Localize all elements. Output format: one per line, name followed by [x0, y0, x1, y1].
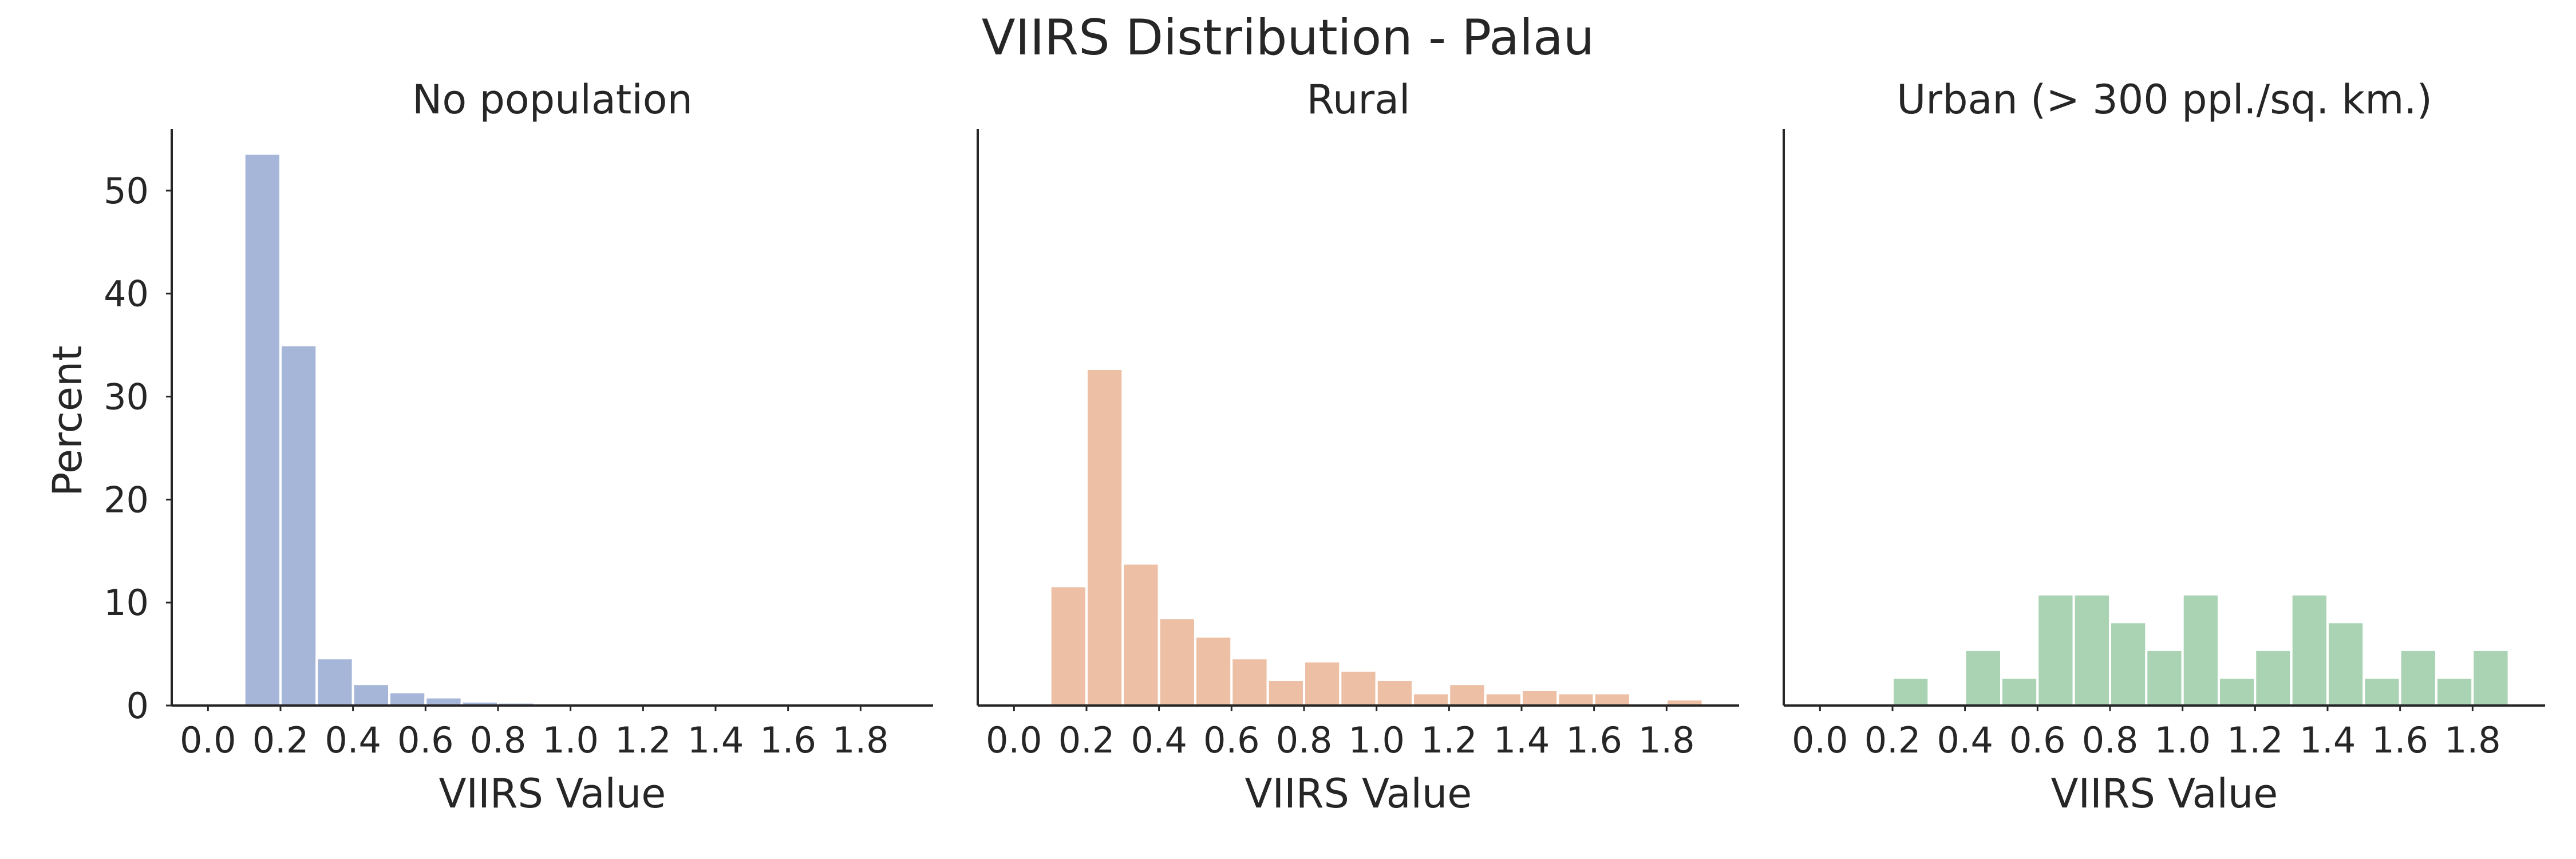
x-tick-label: 0.2 [1864, 719, 1921, 761]
histogram-bar-13 [1520, 689, 1559, 707]
x-tick-label: 1.4 [2300, 719, 2356, 761]
histogram-bar-16 [2435, 676, 2474, 707]
x-tick-label: 1.4 [688, 719, 744, 761]
histogram-bar-11 [1448, 683, 1487, 707]
y-axis-label: Percent [44, 345, 91, 496]
histogram-bar-9 [1375, 679, 1414, 707]
histogram-bar-15 [1593, 692, 1631, 707]
panel-rural: Rural 0.0 0.2 0.4 0.6 0.8 1.0 1.2 1.4 1.6 1.8 VII… [977, 76, 1739, 817]
histogram-bar-12 [1484, 692, 1523, 707]
histogram-bar-13 [2326, 621, 2365, 707]
histogram-bar-12 [2290, 593, 2329, 707]
x-axis-label: VIIRS Value [2051, 770, 2278, 817]
histogram-bar-5 [1230, 657, 1269, 707]
x-tick-label: 1.2 [2227, 719, 2283, 761]
y-tick-label: 0 [127, 685, 149, 727]
histogram-bar-8 [2145, 648, 2184, 707]
x-tick-label: 0.8 [1276, 719, 1333, 761]
histogram-bar-8 [1339, 669, 1378, 707]
x-tick-label: 1.6 [760, 719, 816, 761]
x-tick-label: 1.6 [2372, 719, 2428, 761]
x-tick-label: 0.4 [1131, 719, 1187, 761]
histogram-bar-5 [424, 696, 463, 707]
tick-group: 0.0 0.2 0.4 0.6 0.8 1.0 1.2 1.4 1.6 1.8 0 10 20 30 40 5… [104, 170, 889, 761]
x-tick-label: 0.4 [325, 719, 381, 761]
histogram-bar-1 [1891, 676, 1930, 707]
histogram-bar-1 [279, 344, 318, 707]
histogram-bar-6 [1266, 679, 1305, 707]
histogram-bar-2 [315, 657, 354, 707]
x-tick-label: 0.4 [1937, 719, 1993, 761]
bar-group [1049, 368, 1704, 707]
histogram-bar-10 [2218, 676, 2257, 707]
histogram-bar-0 [243, 152, 282, 707]
panel-title: Rural [1307, 76, 1411, 123]
x-tick-label: 1.0 [542, 719, 599, 761]
histogram-bar-10 [1412, 692, 1451, 707]
x-tick-label: 0.2 [252, 719, 309, 761]
bar-group [243, 152, 898, 707]
histogram-bar-17 [2471, 648, 2510, 707]
y-tick-label: 30 [104, 376, 149, 418]
histogram-bar-0 [1049, 585, 1088, 707]
x-tick-label: 1.4 [1494, 719, 1550, 761]
y-tick-label: 40 [104, 273, 149, 315]
y-tick-label: 50 [104, 170, 149, 212]
panel-title: No population [412, 76, 693, 123]
x-tick-label: 1.8 [2444, 719, 2501, 761]
histogram-bar-4 [1194, 635, 1233, 707]
x-tick-label: 1.0 [2154, 719, 2211, 761]
histogram-bar-14 [2362, 676, 2401, 707]
x-tick-label: 1.8 [1638, 719, 1695, 761]
histogram-bar-4 [2000, 676, 2039, 707]
histogram-bar-4 [388, 691, 427, 707]
x-tick-label: 0.0 [1792, 719, 1848, 761]
x-tick-label: 0.6 [397, 719, 454, 761]
panel-title: Urban (> 300 ppl./sq. km.) [1897, 76, 2432, 123]
x-tick-label: 0.2 [1058, 719, 1115, 761]
histogram-bar-11 [2254, 648, 2293, 707]
x-tick-label: 0.0 [180, 719, 236, 761]
histogram-bar-3 [1157, 617, 1196, 707]
x-axis-label: VIIRS Value [1245, 770, 1472, 817]
figure-title: VIIRS Distribution - Palau [982, 9, 1594, 66]
histogram-bar-2 [1121, 562, 1160, 707]
histogram-bar-9 [2181, 593, 2220, 707]
x-tick-label: 1.2 [615, 719, 671, 761]
x-tick-label: 0.8 [2082, 719, 2139, 761]
histogram-bar-7 [1303, 660, 1342, 707]
x-tick-label: 0.6 [1203, 719, 1260, 761]
x-tick-label: 0.6 [2009, 719, 2066, 761]
x-tick-label: 0.0 [986, 719, 1042, 761]
histogram-bar-3 [351, 683, 391, 707]
histogram-bar-5 [2036, 593, 2075, 707]
y-tick-label: 10 [104, 582, 149, 624]
histogram-bar-1 [1085, 368, 1124, 707]
panel-no-population: No population 0.0 0.2 0.4 0.6 0.8 1.0 1.2 1.4 1.… [44, 76, 933, 817]
x-tick-label: 1.8 [832, 719, 889, 761]
x-tick-label: 1.2 [1421, 719, 1477, 761]
x-tick-label: 0.8 [470, 719, 527, 761]
panel-urban: Urban (> 300 ppl./sq. km.) 0.0 0.2 0.4 0.6 0… [1783, 76, 2545, 817]
histogram-bar-6 [2072, 593, 2111, 707]
tick-group: 0.0 0.2 0.4 0.6 0.8 1.0 1.2 1.4 1.6 1.8 [1792, 706, 2501, 761]
histogram-bar-14 [1556, 692, 1595, 707]
histogram-bar-3 [1963, 648, 2002, 707]
bar-group [1891, 593, 2510, 707]
x-tick-label: 1.6 [1566, 719, 1622, 761]
x-axis-label: VIIRS Value [439, 770, 666, 817]
histogram-bar-7 [2109, 621, 2148, 707]
x-tick-label: 1.0 [1348, 719, 1405, 761]
histogram-bar-15 [2399, 648, 2438, 707]
tick-group: 0.0 0.2 0.4 0.6 0.8 1.0 1.2 1.4 1.6 1.8 [986, 706, 1695, 761]
y-tick-label: 20 [104, 479, 149, 521]
